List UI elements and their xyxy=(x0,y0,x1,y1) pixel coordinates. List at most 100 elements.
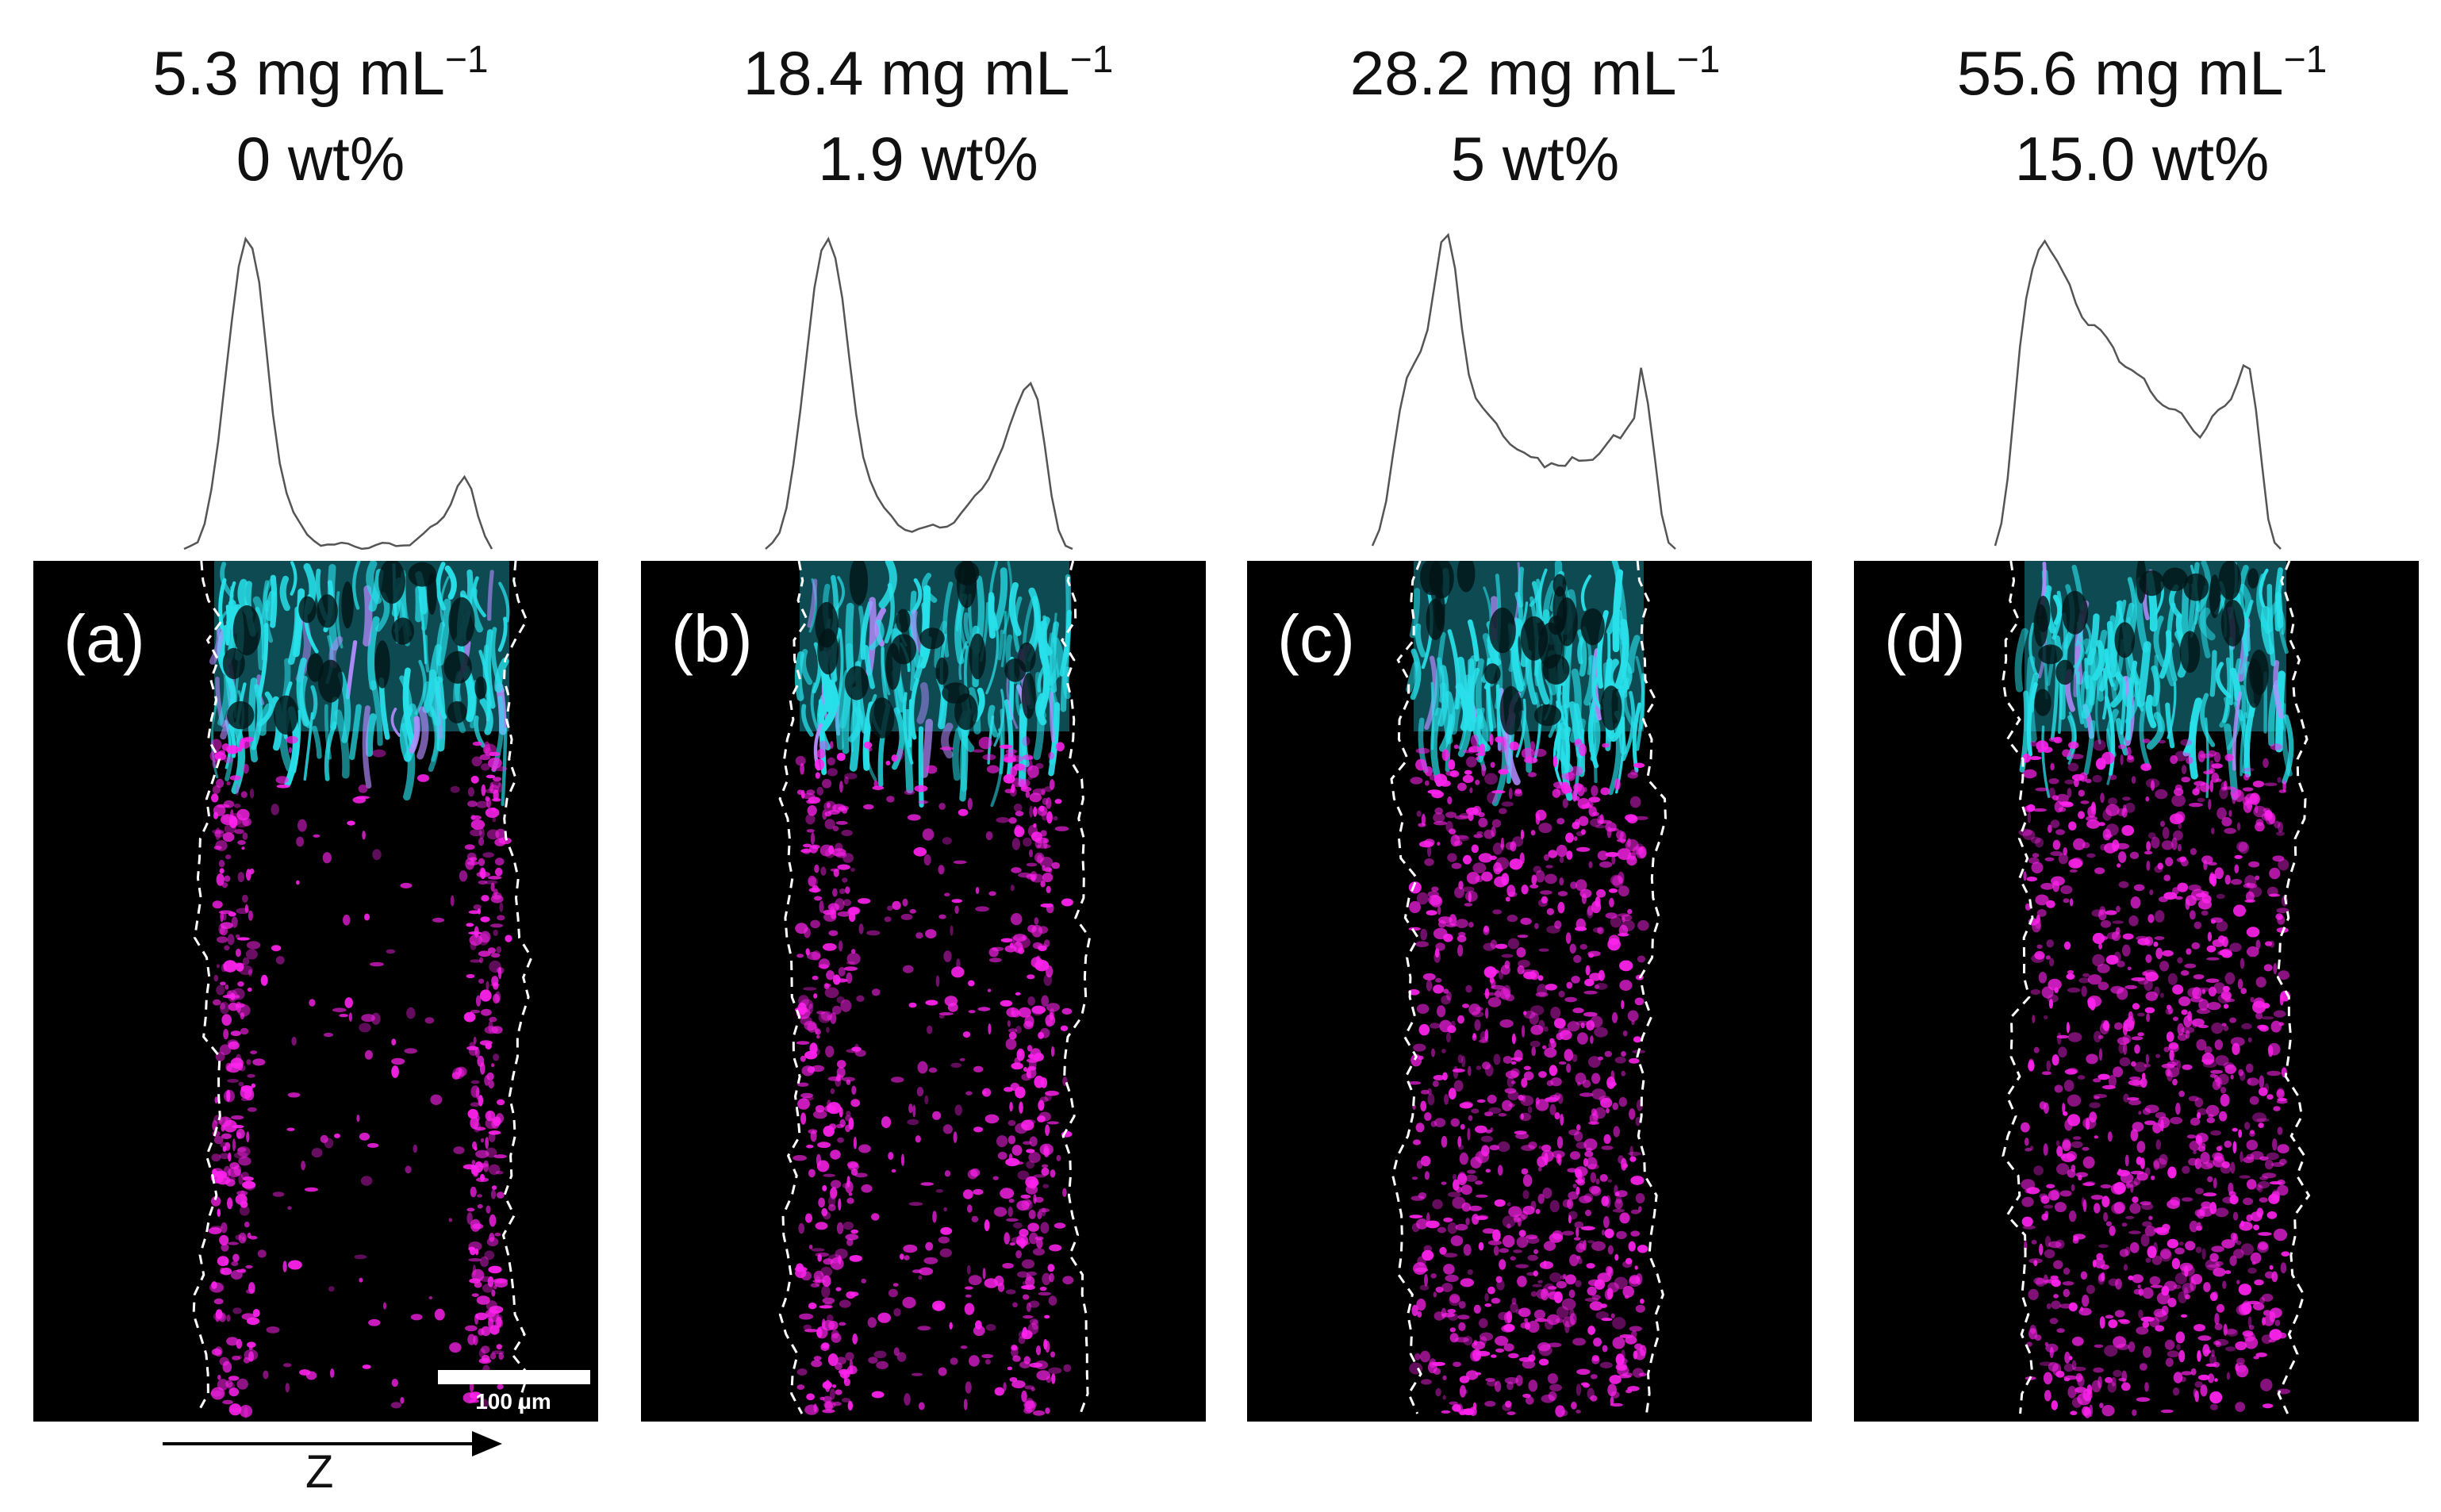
fluorescent-spot xyxy=(240,1027,249,1035)
fluorescent-spot xyxy=(2211,1023,2224,1034)
fluorescent-spot xyxy=(2210,1130,2221,1136)
fluorescent-spot xyxy=(2100,792,2105,804)
fluorescent-spot xyxy=(2247,1300,2260,1305)
fluorescent-spot xyxy=(2273,962,2278,975)
fluorescent-spot xyxy=(821,1285,831,1299)
fluorescent-spot xyxy=(485,1137,489,1149)
fluorescent-spot xyxy=(2155,1139,2162,1150)
fluorescent-spot xyxy=(234,829,244,835)
fluorescent-spot xyxy=(812,885,819,893)
fluorescent-spot xyxy=(2185,752,2191,757)
fluorescent-spot xyxy=(915,1135,921,1143)
fluorescent-spot xyxy=(2224,827,2236,835)
fluorescent-spot xyxy=(2068,741,2079,750)
fluorescent-spot xyxy=(1603,1134,1611,1144)
fluorescent-spot xyxy=(808,875,816,887)
fluorescent-spot xyxy=(469,1278,481,1284)
fluorescent-spot xyxy=(2089,1111,2097,1122)
fluorescent-spot xyxy=(233,804,241,808)
fluorescent-spot xyxy=(470,1010,481,1014)
fluorescent-spot xyxy=(1484,1029,1489,1042)
fluorescent-spot xyxy=(467,800,478,808)
fluorescent-spot xyxy=(1054,826,1069,831)
fluorescent-spot xyxy=(1520,917,1532,925)
fluorescent-spot xyxy=(1611,1011,1618,1023)
fluorescent-spot xyxy=(2072,1366,2086,1372)
fluorescent-spot xyxy=(904,1393,911,1406)
fluorescent-spot xyxy=(2077,1075,2086,1080)
fluorescent-spot xyxy=(470,829,482,837)
fluorescent-spot xyxy=(1442,1375,1447,1380)
fluorescent-spot xyxy=(1474,1019,1481,1031)
fluorescent-spot xyxy=(2128,1080,2142,1086)
fiber-strand xyxy=(436,598,451,666)
fluorescent-spot xyxy=(2067,1386,2077,1399)
fluorescent-spot xyxy=(217,1375,221,1380)
fluorescent-spot xyxy=(847,1400,853,1411)
fluorescent-spot xyxy=(386,949,396,954)
fluorescent-spot xyxy=(2238,1303,2251,1315)
fluorescent-spot xyxy=(2214,1378,2218,1382)
fluorescent-spot xyxy=(2064,1119,2073,1131)
fluorescent-spot xyxy=(2064,1351,2071,1364)
fluorescent-spot xyxy=(2152,1122,2162,1134)
fluorescent-spot xyxy=(2178,1090,2185,1097)
fluorescent-spot xyxy=(2118,1378,2127,1382)
fluorescent-spot xyxy=(2059,1190,2072,1197)
fluorescent-spot xyxy=(1508,1353,1519,1359)
fluorescent-spot xyxy=(916,1087,924,1097)
fluorescent-spot xyxy=(845,886,850,894)
fluorescent-spot xyxy=(1574,739,1583,745)
fluorescent-spot xyxy=(1588,796,1601,803)
fluorescent-spot xyxy=(835,1389,842,1395)
fluorescent-spot xyxy=(2265,941,2273,946)
fluorescent-spot xyxy=(2117,1037,2130,1045)
fluorescent-spot xyxy=(1028,1300,1040,1308)
fluorescent-spot xyxy=(2196,1008,2211,1015)
fluorescent-spot xyxy=(383,1302,386,1310)
outline-right xyxy=(1636,561,1668,1414)
fluorescent-spot xyxy=(2155,910,2165,923)
fluorescent-spot xyxy=(2277,1184,2289,1195)
fluorescent-spot xyxy=(1411,1176,1418,1180)
fluorescent-spot xyxy=(960,1345,968,1349)
fluorescent-spot xyxy=(1472,1402,1477,1410)
fluorescent-spot xyxy=(798,1222,805,1234)
fluorescent-spot xyxy=(1503,1056,1513,1064)
fluorescent-spot xyxy=(1569,1313,1577,1326)
fluorescent-spot xyxy=(221,1243,229,1252)
fluorescent-spot xyxy=(2046,939,2054,948)
fluorescent-spot xyxy=(2144,1382,2149,1392)
fluorescent-spot xyxy=(1495,736,1504,743)
fluorescent-spot xyxy=(478,880,488,885)
fluorescent-spot xyxy=(2142,1321,2150,1328)
fluorescent-spot xyxy=(1622,1285,1634,1298)
fiber-strand xyxy=(263,578,274,612)
fluorescent-spot xyxy=(1449,1401,1459,1406)
fluorescent-spot xyxy=(2064,779,2075,785)
fluorescent-spot xyxy=(1478,1241,1484,1251)
fluorescent-spot xyxy=(2170,755,2178,764)
fluorescent-spot xyxy=(469,1399,480,1403)
fluorescent-spot xyxy=(2119,1057,2131,1067)
fluorescent-spot xyxy=(1062,1188,1067,1197)
fluorescent-spot xyxy=(237,872,245,883)
fluorescent-spot xyxy=(1044,867,1052,873)
fluorescent-spot xyxy=(1527,1254,1538,1261)
fluorescent-spot xyxy=(2191,942,2201,950)
fluorescent-spot xyxy=(2046,1303,2051,1310)
fluorescent-spot xyxy=(1615,1195,1622,1204)
fluorescent-spot xyxy=(2033,1046,2040,1053)
fluorescent-spot xyxy=(2046,1060,2051,1071)
fluorescent-spot xyxy=(1460,1278,1474,1288)
fluorescent-spot xyxy=(835,842,843,852)
fluorescent-spot xyxy=(450,785,460,793)
fluorescent-spot xyxy=(2121,825,2135,836)
fluorescent-spot xyxy=(835,820,848,825)
fluorescent-spot xyxy=(477,908,482,915)
fluorescent-spot xyxy=(1577,798,1590,809)
fluorescent-spot xyxy=(235,948,241,957)
fluorescent-spot xyxy=(470,857,478,862)
fluorescent-spot xyxy=(2098,1048,2103,1061)
fluorescent-spot xyxy=(2180,970,2190,976)
